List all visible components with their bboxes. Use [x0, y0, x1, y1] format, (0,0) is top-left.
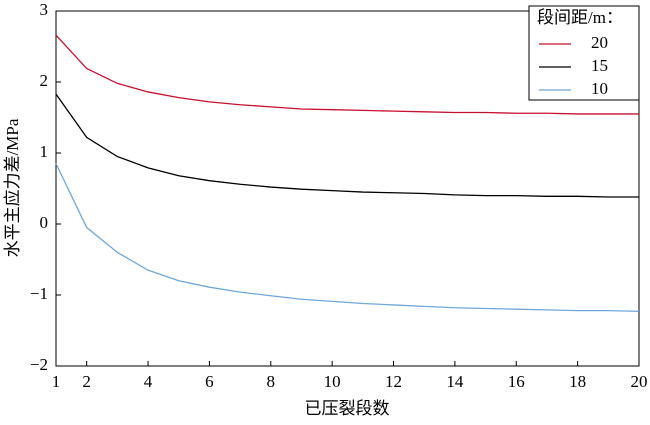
legend-box: [528, 5, 640, 101]
y-tick-label: 1: [40, 142, 49, 161]
y-tick-label: 2: [40, 71, 49, 90]
data-line: [55, 34, 639, 115]
data-line: [55, 163, 640, 312]
y-axis-label: 水平主应力差/MPa: [3, 118, 22, 257]
plot-frame: [55, 10, 640, 367]
x-tick-label: 20: [631, 372, 648, 391]
data-line: [55, 93, 639, 198]
x-tick-label: 10: [324, 372, 341, 391]
x-tick-label: 12: [385, 372, 402, 391]
x-axis-label: 已压裂段数: [305, 399, 390, 418]
legend-label: 10: [591, 79, 608, 98]
y-tick-label: −1: [30, 284, 48, 303]
x-tick-label: 14: [446, 372, 464, 391]
x-tick-label: 6: [205, 372, 214, 391]
x-tick-label: 8: [267, 372, 276, 391]
x-tick-label: 16: [508, 372, 525, 391]
x-tick-label: 1: [52, 372, 61, 391]
legend-label: 20: [591, 33, 608, 52]
legend-label: 15: [591, 56, 608, 75]
legend-title: 段间距/m：: [537, 8, 623, 27]
y-tick-label: 3: [40, 0, 49, 19]
x-tick-label: 2: [82, 372, 91, 391]
x-tick-label: 4: [144, 372, 153, 391]
y-tick-label: −2: [30, 355, 48, 374]
x-tick-label: 18: [569, 372, 586, 391]
y-tick-label: 0: [40, 213, 49, 232]
